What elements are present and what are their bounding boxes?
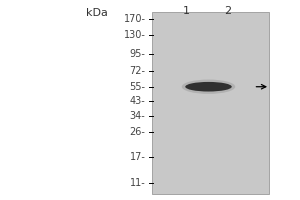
- Text: kDa: kDa: [86, 8, 108, 18]
- Text: 130-: 130-: [124, 30, 146, 40]
- Text: 55-: 55-: [130, 82, 146, 92]
- Text: 11-: 11-: [130, 178, 146, 188]
- Text: 26-: 26-: [130, 127, 146, 137]
- Text: 95-: 95-: [130, 49, 146, 59]
- Bar: [152, 12, 268, 194]
- Text: 34-: 34-: [130, 111, 146, 121]
- Text: 170-: 170-: [124, 14, 146, 24]
- Text: 2: 2: [224, 6, 232, 16]
- Text: 43-: 43-: [130, 96, 146, 106]
- Text: 17-: 17-: [130, 152, 146, 162]
- Ellipse shape: [185, 82, 232, 92]
- Text: 72-: 72-: [130, 66, 146, 76]
- Text: 1: 1: [182, 6, 190, 16]
- Ellipse shape: [182, 80, 235, 94]
